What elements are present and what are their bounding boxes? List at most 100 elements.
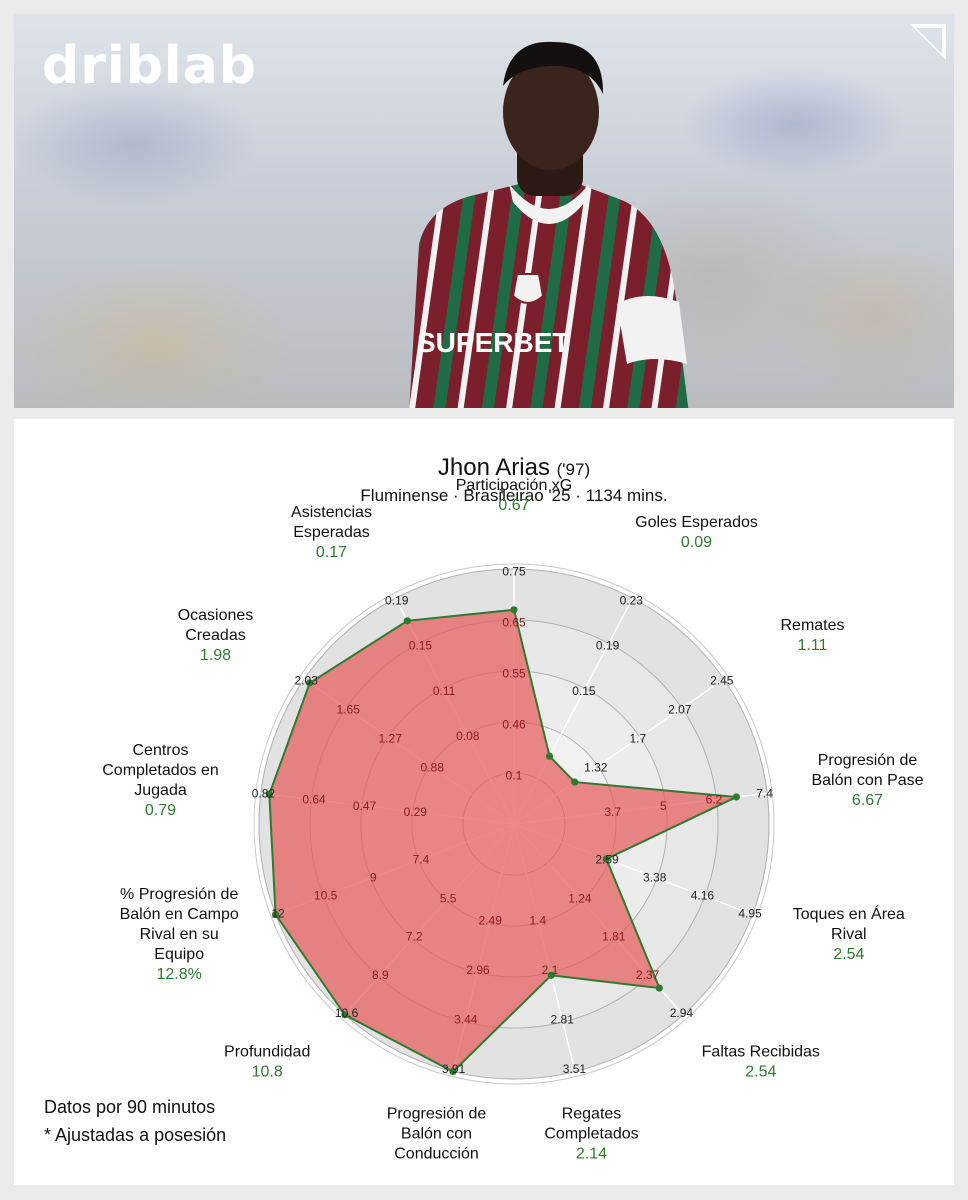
- tick-label: 1.24: [568, 891, 592, 905]
- axis-value: 1.11: [798, 637, 828, 654]
- radar-data-point: [655, 984, 663, 992]
- axis-label: Progresión de: [818, 752, 918, 769]
- player-photo: SUPERBET: [409, 41, 689, 408]
- tick-label: 2.03: [295, 674, 319, 688]
- tick-label: 0.64: [302, 793, 326, 807]
- axis-value: 2.54: [745, 1063, 776, 1080]
- axis-label: Progresión de: [387, 1105, 487, 1122]
- axis-label: Goles Esperados: [635, 514, 758, 531]
- tick-label: 6.2: [706, 793, 723, 807]
- driblab-logo: driblab: [42, 36, 258, 96]
- tick-label: 0.23: [620, 594, 644, 608]
- tick-label: 0.88: [421, 761, 445, 775]
- radar-data-point: [602, 855, 610, 863]
- axis-value: 0.09: [681, 534, 712, 551]
- tick-label: 3.51: [563, 1062, 587, 1076]
- tick-label: 0.65: [502, 616, 526, 630]
- footnote-per-90: Datos por 90 minutos: [44, 1097, 216, 1117]
- radar-outer-ring: [253, 563, 775, 1085]
- radar-data-point: [341, 1011, 349, 1019]
- footnote-possession-adjusted: * Ajustadas a posesión: [44, 1125, 227, 1145]
- tick-label: 2.49: [479, 914, 503, 928]
- axis-label: Balón en Campo: [120, 906, 239, 923]
- tick-label: 0.19: [596, 639, 620, 653]
- tick-label: 0.15: [572, 684, 596, 698]
- axis-label: Profundidad: [224, 1043, 310, 1060]
- axis-value: 2.54: [833, 946, 864, 963]
- tick-label: 5.5: [440, 891, 457, 905]
- tick-label: 7.4: [413, 852, 430, 866]
- tick-label: 8.9: [372, 968, 389, 982]
- axis-label: Centros: [132, 742, 188, 759]
- tick-label: 0.29: [404, 805, 428, 819]
- axis-label: Participación xG: [456, 477, 573, 494]
- tick-label: 10.5: [314, 888, 338, 902]
- axis-label: Asistencias: [291, 504, 372, 521]
- axis-label: Jugada: [134, 782, 187, 799]
- axis-label: Rival: [831, 926, 867, 943]
- radar-chart-panel: Jhon Arias ('97) Fluminense · Brasileirao…: [14, 419, 954, 1185]
- axis-value: 0.17: [316, 544, 347, 561]
- tick-label: 2.96: [466, 963, 490, 977]
- tick-label: 1.4: [529, 914, 546, 928]
- tick-label: 0.19: [385, 594, 409, 608]
- player-hero-image: SUPERBET driblab: [14, 14, 954, 408]
- tick-label: 3.38: [643, 870, 667, 884]
- tick-label: 1.7: [629, 732, 646, 746]
- tick-label: 1.27: [379, 732, 403, 746]
- axis-value: 0.67: [498, 497, 529, 514]
- axis-label: Balón con Pase: [811, 772, 923, 789]
- tick-label: 3.91: [442, 1062, 466, 1076]
- axis-value: 10.8: [252, 1063, 283, 1080]
- tick-label: 4.16: [691, 888, 715, 902]
- svg-text:SUPERBET: SUPERBET: [417, 327, 569, 358]
- tick-label: 0.75: [502, 565, 526, 579]
- tick-label: 10.6: [335, 1006, 359, 1020]
- tick-label: 2.59: [595, 852, 619, 866]
- tick-label: 2.94: [670, 1006, 694, 1020]
- axis-label: Rival en su: [140, 926, 219, 943]
- axis-value: 2.14: [576, 1145, 607, 1162]
- player-name: Jhon Arias: [438, 454, 557, 481]
- axis-label: Balón con: [401, 1125, 472, 1142]
- axis-value: 12.8%: [157, 966, 202, 983]
- radar-data-point: [271, 910, 280, 919]
- tick-label: 0.1: [506, 769, 523, 783]
- tick-label: 0.82: [252, 787, 276, 801]
- radar-data-point: [449, 1067, 457, 1076]
- tick-label: 0.08: [456, 729, 480, 743]
- radar-chart: Jhon Arias ('97) Fluminense · Brasileirao…: [102, 454, 923, 1162]
- tick-label: 9: [370, 870, 377, 884]
- axis-label: Remates: [780, 617, 844, 634]
- radar-data-point: [510, 606, 518, 614]
- radar-data-area: [268, 608, 741, 1073]
- tick-label: 1.81: [602, 930, 626, 944]
- axis-label: Ocasiones: [178, 607, 254, 624]
- chart-title: Jhon Arias ('97): [438, 454, 590, 481]
- tick-label: 2.1: [542, 963, 559, 977]
- tick-label: 0.11: [433, 684, 456, 698]
- radar-data-point: [732, 793, 740, 801]
- tick-label: 4.95: [738, 907, 762, 921]
- axis-label: Conducción: [394, 1145, 479, 1162]
- axis-label: Creadas: [185, 627, 245, 644]
- axis-value: 6.67: [852, 792, 883, 809]
- tick-label: 3.44: [454, 1013, 478, 1027]
- axis-value: 1.98: [200, 647, 231, 664]
- radar-data-point: [306, 679, 314, 687]
- tick-label: 0.15: [409, 639, 433, 653]
- axis-label: Esperadas: [293, 524, 370, 541]
- axis-value: 0.79: [145, 802, 176, 819]
- birth-year: ('97): [557, 460, 590, 479]
- tick-label: 0.47: [353, 799, 377, 813]
- tick-label: 2.45: [710, 674, 734, 688]
- axis-label: Toques en Área: [793, 904, 905, 923]
- axis-label: Equipo: [154, 946, 204, 963]
- radar-data-point: [265, 790, 273, 798]
- radar-data-point: [403, 617, 411, 625]
- axis-label: Completados en: [102, 762, 219, 779]
- tick-label: 2.37: [636, 968, 660, 982]
- corner-triangle-icon: [910, 24, 946, 60]
- axis-label: Faltas Recibidas: [702, 1043, 820, 1060]
- radar-data-point: [571, 778, 579, 786]
